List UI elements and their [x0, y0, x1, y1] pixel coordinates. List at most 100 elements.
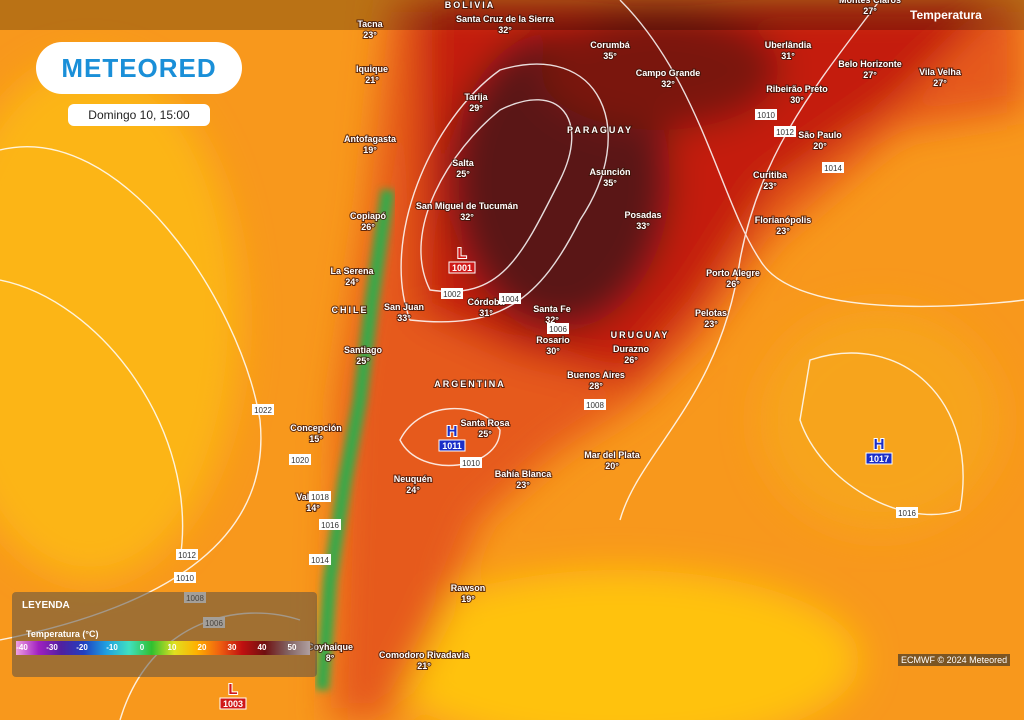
legend-tick: -30 — [46, 643, 58, 652]
legend-tick: 40 — [257, 643, 267, 652]
city-temp: 26° — [624, 355, 638, 365]
country-label: URUGUAY — [611, 330, 670, 340]
city-name: Santa Rosa — [460, 418, 510, 428]
city-temp: 25° — [456, 169, 470, 179]
city-temp: 29° — [469, 103, 483, 113]
city-temp: 24° — [345, 277, 359, 287]
city-name: Vila Velha — [919, 67, 962, 77]
pressure-value-bg — [219, 697, 247, 710]
pressure-type: H — [447, 423, 458, 440]
city-temp: 19° — [461, 594, 475, 604]
pressure-value-bg — [438, 439, 466, 452]
city-temp: 26° — [361, 222, 375, 232]
city-name: San Miguel de Tucumán — [416, 201, 518, 211]
city-temp: 8° — [326, 653, 335, 663]
isobar-label-bg — [499, 293, 521, 304]
city-temp: 24° — [406, 485, 420, 495]
pressure-value: 1011 — [442, 441, 462, 451]
city-name: Corumbá — [590, 40, 630, 50]
city-temp: 27° — [933, 78, 947, 88]
city-temp: 14° — [306, 503, 320, 513]
layer-label[interactable]: Temperatura — [910, 8, 982, 22]
city-name: Florianópolis — [755, 215, 812, 225]
city-name: Tarija — [464, 92, 488, 102]
isobar-label: 1014 — [824, 164, 842, 173]
city-temp: 23° — [516, 480, 530, 490]
country-label: BOLIVIA — [445, 0, 496, 10]
city-temp: 27° — [863, 6, 877, 16]
isobar-label-bg — [584, 399, 606, 410]
city-temp: 20° — [813, 141, 827, 151]
isobar-label-bg — [176, 549, 198, 560]
city-name: São Paulo — [798, 130, 842, 140]
city-temp: 23° — [776, 226, 790, 236]
pressure-value: 1003 — [223, 699, 243, 709]
city-temp: 19° — [363, 145, 377, 155]
city-temp: 23° — [363, 30, 377, 40]
isobar-label: 1008 — [586, 401, 604, 410]
city-temp: 35° — [603, 178, 617, 188]
isobar-label-bg — [460, 457, 482, 468]
isobar-label-bg — [252, 404, 274, 415]
city-temp: 30° — [790, 95, 804, 105]
city-name: Coyhaique — [307, 642, 353, 652]
city-temp: 26° — [726, 279, 740, 289]
city-temp: 31° — [479, 308, 493, 318]
city-name: La Serena — [330, 266, 374, 276]
city-name: Belo Horizonte — [838, 59, 902, 69]
city-temp: 25° — [478, 429, 492, 439]
isobar-label: 1012 — [776, 128, 794, 137]
city-name: Mar del Plata — [584, 450, 641, 460]
city-temp: 23° — [704, 319, 718, 329]
city-name: Campo Grande — [636, 68, 701, 78]
isobar-label: 1022 — [254, 406, 272, 415]
isobar-label: 1016 — [321, 521, 339, 530]
isobar-label-bg — [309, 491, 331, 502]
isobar-label: 1016 — [898, 509, 916, 518]
isobar-label-bg — [174, 572, 196, 583]
legend-tick: 20 — [197, 643, 207, 652]
city-temp: 30° — [546, 346, 560, 356]
city-name: Concepción — [290, 423, 342, 433]
city-name: Córdoba — [468, 297, 506, 307]
legend-tick: -10 — [106, 643, 118, 652]
city-temp: 20° — [605, 461, 619, 471]
isobar-label-bg — [547, 323, 569, 334]
city-temp: 25° — [356, 356, 370, 366]
city-name: Montes Claros — [839, 0, 901, 5]
city-name: Comodoro Rivadavia — [379, 650, 470, 660]
city-name: Santa Cruz de la Sierra — [456, 14, 555, 24]
city-name: Posadas — [624, 210, 661, 220]
city-name: Iquique — [356, 64, 388, 74]
logo[interactable]: METEORED — [36, 42, 242, 94]
isobar-label-bg — [774, 126, 796, 137]
city-temp: 23° — [763, 181, 777, 191]
pressure-value-bg — [448, 261, 476, 274]
legend-tick: -20 — [76, 643, 88, 652]
isobar-label: 1004 — [501, 295, 519, 304]
isobar-label: 1006 — [549, 325, 567, 334]
city-temp: 21° — [365, 75, 379, 85]
isobar-label-bg — [896, 507, 918, 518]
isobar-label-bg — [755, 109, 777, 120]
city-name: Rawson — [451, 583, 486, 593]
isobar-label-bg — [441, 288, 463, 299]
city-temp: 31° — [781, 51, 795, 61]
city-name: Ribeirão Preto — [766, 84, 828, 94]
date-label: Domingo 10, 15:00 — [68, 104, 210, 126]
isobar-label: 1014 — [311, 556, 329, 565]
city-temp: 33° — [636, 221, 650, 231]
isobar-label: 1012 — [178, 551, 196, 560]
legend-tick: -40 — [16, 643, 28, 652]
city-temp: 27° — [863, 70, 877, 80]
pressure-type: L — [228, 681, 237, 698]
city-name: Santiago — [344, 345, 383, 355]
legend-tick: 50 — [287, 643, 297, 652]
isobar-label: 1010 — [176, 574, 194, 583]
city-name: Salta — [452, 158, 475, 168]
color-scale — [16, 641, 310, 655]
city-temp: 32° — [498, 25, 512, 35]
